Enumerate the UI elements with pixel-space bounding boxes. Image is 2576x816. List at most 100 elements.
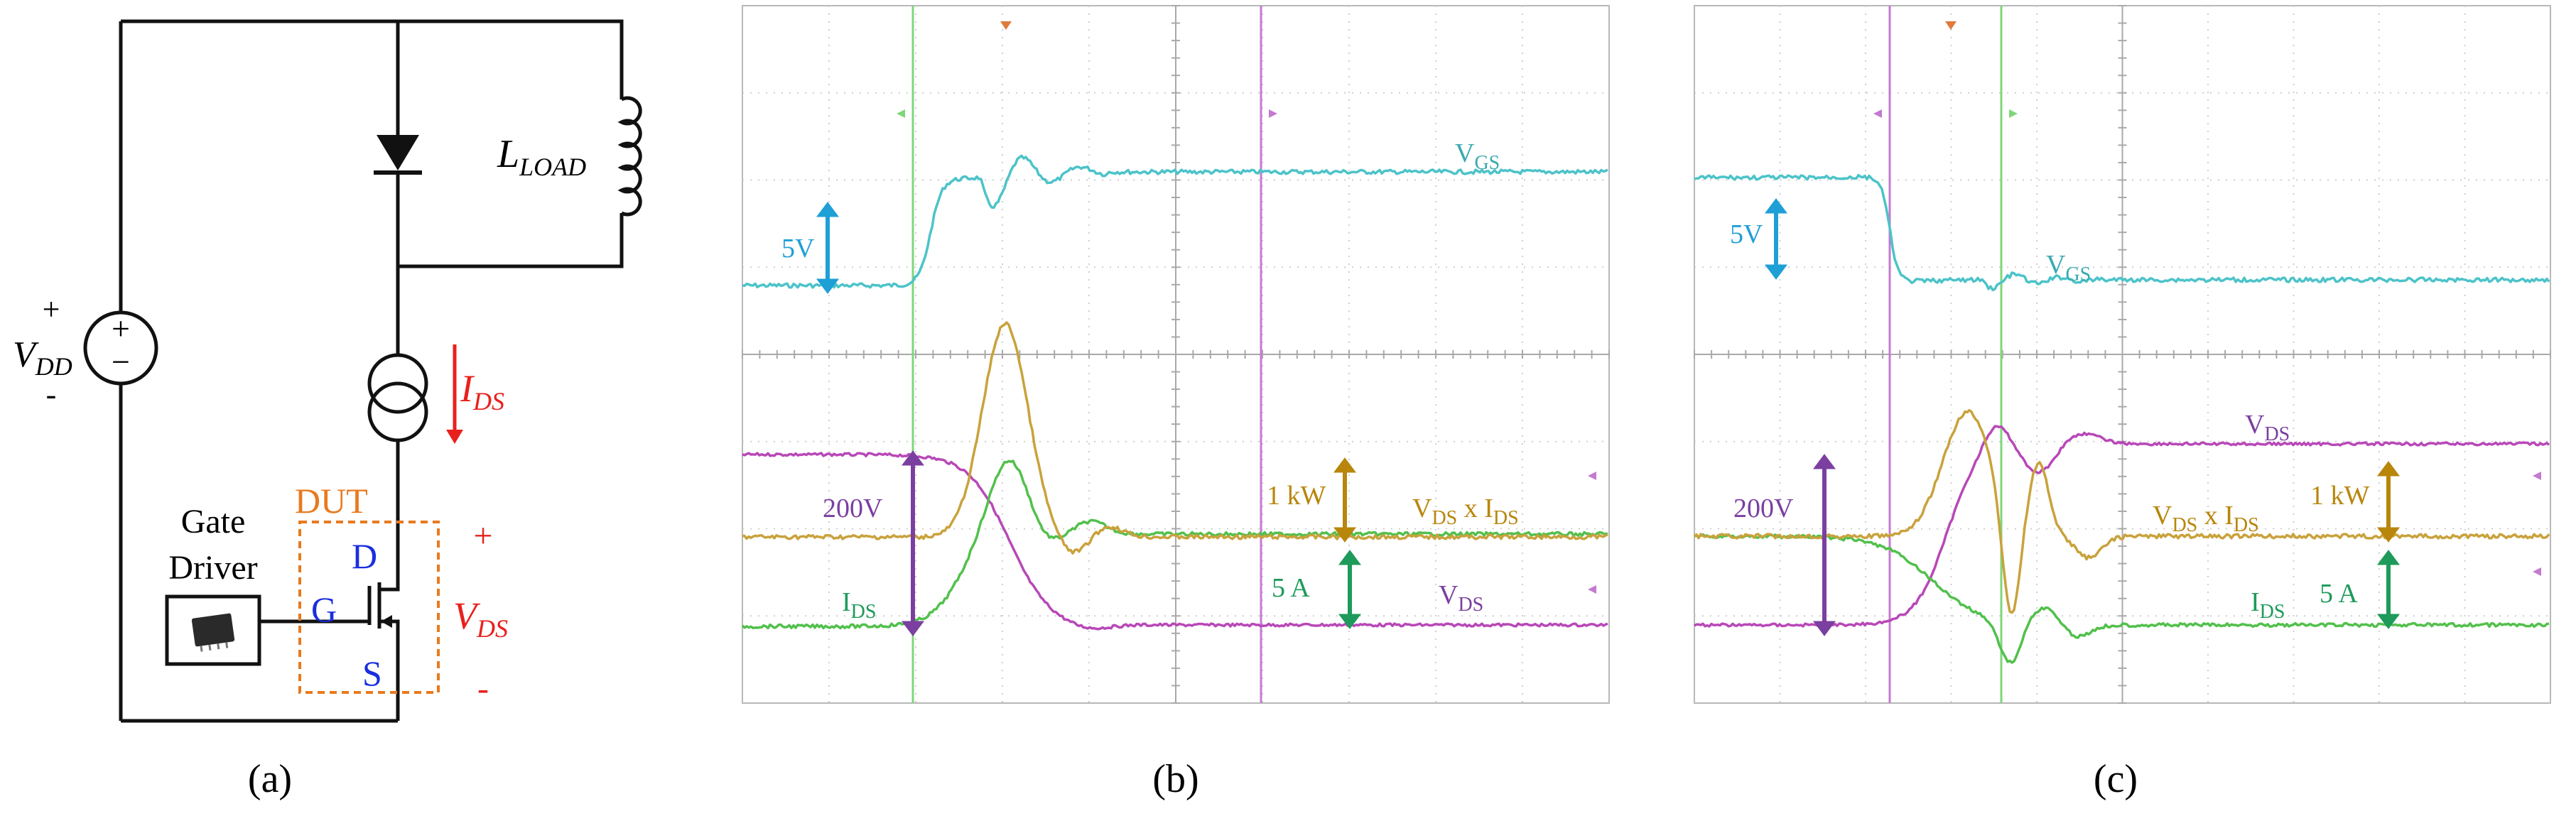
scope-c-traces [1693, 173, 2550, 664]
scope-c-grid [1694, 5, 2551, 704]
power-trace [1693, 408, 2550, 614]
inductor-load [617, 96, 642, 217]
load-label-sub: LOAD [519, 153, 586, 181]
load-label: LLOAD [497, 132, 586, 181]
power-trace-label-i-sub: DS [2234, 514, 2259, 536]
vgs-trace-label-sub: GS [2065, 263, 2091, 285]
ids-label-sub: DS [472, 387, 504, 415]
scope-b-traces [741, 154, 1608, 631]
power-scale-arrow [1333, 457, 1356, 543]
oscilloscope-c: 5V VGS VDS 200V VDS x IDS 1 kW IDS 5 A [1693, 5, 2551, 704]
vds-trace-label-sub: DS [1458, 594, 1483, 616]
vgs-trace-label-main: V [2046, 250, 2066, 280]
vds-trace-label: VDS [1439, 580, 1483, 616]
ref-marker-2 [1588, 585, 1596, 594]
power-scale-label: 1 kW [1267, 481, 1326, 511]
vds-scale-label: 200V [1733, 494, 1794, 523]
power-trace [742, 321, 1608, 555]
vds-trace-label: VDS [2245, 410, 2290, 445]
vdd-plus-label: + [43, 292, 60, 327]
terminal-d-label: D [352, 536, 377, 576]
power-trace-label-i-main: I [2224, 501, 2234, 531]
vgs-trace-label-sub: GS [1474, 152, 1500, 174]
vdd-label: VDD [13, 334, 72, 381]
power-trace-label-v-main: V [1412, 494, 1432, 523]
power-trace-label-i-main: I [1484, 494, 1493, 523]
current-source [367, 353, 428, 442]
terminal-s-label: S [362, 653, 382, 693]
ids-trace-label-main: I [842, 587, 851, 617]
ids-arrow-head [446, 430, 463, 444]
vgs-scale-label: 5V [781, 234, 815, 263]
cursor-marker-2 [1269, 109, 1277, 118]
cursor-marker-1 [897, 109, 905, 118]
vds-label-sub: DS [476, 614, 508, 643]
freewheel-diode [374, 135, 422, 175]
circuit-schematic [119, 19, 624, 723]
ids-trace-label-sub: DS [2260, 601, 2285, 623]
ic-chip-icon [191, 613, 235, 652]
ids-trace-label-sub: DS [851, 601, 877, 623]
ids-trace-label: IDS [2251, 587, 2285, 623]
current-scale-label: 5 A [1272, 573, 1310, 603]
dut-box [298, 521, 440, 694]
power-trace-label-x: x [2197, 501, 2224, 531]
vgs-scale-arrow [1765, 198, 1787, 280]
vdd-minus-label: - [46, 377, 57, 412]
vgs-trace-label: VGS [2046, 250, 2091, 285]
vds-trace [742, 452, 1608, 631]
vdd-label-main: V [13, 334, 39, 375]
power-trace-label: VDS x IDS [1412, 494, 1519, 529]
vds-scale-arrow [1813, 454, 1836, 636]
oscilloscope-b: 5V VGS 200V 1 kW VDS x IDS 5 A IDS VDS [741, 5, 1610, 704]
vds-trace-label-main: V [1439, 580, 1459, 610]
vds-trace [1694, 425, 2550, 628]
power-trace-label-v-sub: DS [1432, 507, 1457, 529]
current-scale-arrow [2377, 550, 2400, 629]
ids-label-main: I [460, 367, 475, 410]
current-scale-label: 5 A [2320, 579, 2358, 609]
vgs-trace-label: VGS [1455, 138, 1500, 174]
trigger-marker [1000, 21, 1012, 30]
scope-c-scale-arrows [1765, 198, 2400, 636]
vds-scale-label: 200V [823, 494, 883, 523]
voltage-source-vdd: + − [83, 310, 158, 386]
panel-label-c: (c) [2094, 757, 2138, 801]
vgs-trace-label-main: V [1455, 138, 1475, 168]
vgs-trace [1694, 173, 2550, 292]
gate-driver-label-line1: Gate [181, 503, 246, 540]
terminal-g-label: G [311, 589, 337, 629]
ids-trace-label: IDS [842, 587, 876, 623]
vds-trace-label-sub: DS [2264, 423, 2290, 445]
panel-label-b: (b) [1152, 757, 1198, 801]
dut-label: DUT [295, 481, 368, 521]
vds-label: VDS [453, 594, 508, 643]
trigger-marker [1945, 21, 1957, 30]
wire-load-bottom [398, 213, 624, 268]
power-trace-label-v-main: V [2153, 501, 2172, 531]
power-scale-label: 1 kW [2310, 481, 2370, 511]
ref-marker-2 [2533, 567, 2541, 576]
vgs-scale-arrow [816, 202, 839, 294]
current-scale-arrow [1338, 550, 1361, 629]
ref-marker-1 [1588, 472, 1596, 480]
power-trace-label-x: x [1457, 494, 1484, 523]
cursor-marker-1 [1873, 109, 1882, 118]
source-plus-sign: + [112, 310, 130, 347]
vds-label-main: V [453, 594, 481, 637]
power-trace-label: VDS x IDS [2153, 501, 2259, 536]
power-trace-label-i-sub: DS [1493, 507, 1519, 529]
cursor-marker-2 [2009, 109, 2018, 118]
scope-b-scale-arrows [816, 202, 1361, 636]
panel-label-a: (a) [248, 757, 292, 801]
wire-load-top [398, 19, 624, 99]
scope-b-grid [742, 5, 1610, 704]
vds-scale-arrow [902, 450, 924, 636]
load-label-main: L [497, 132, 519, 176]
source-minus-sign: − [112, 344, 130, 380]
gate-driver-label-line2: Driver [168, 549, 257, 587]
power-trace-label-v-sub: DS [2172, 514, 2197, 536]
vds-plus-label: + [473, 517, 492, 555]
ids-trace-label-main: I [2251, 587, 2260, 617]
